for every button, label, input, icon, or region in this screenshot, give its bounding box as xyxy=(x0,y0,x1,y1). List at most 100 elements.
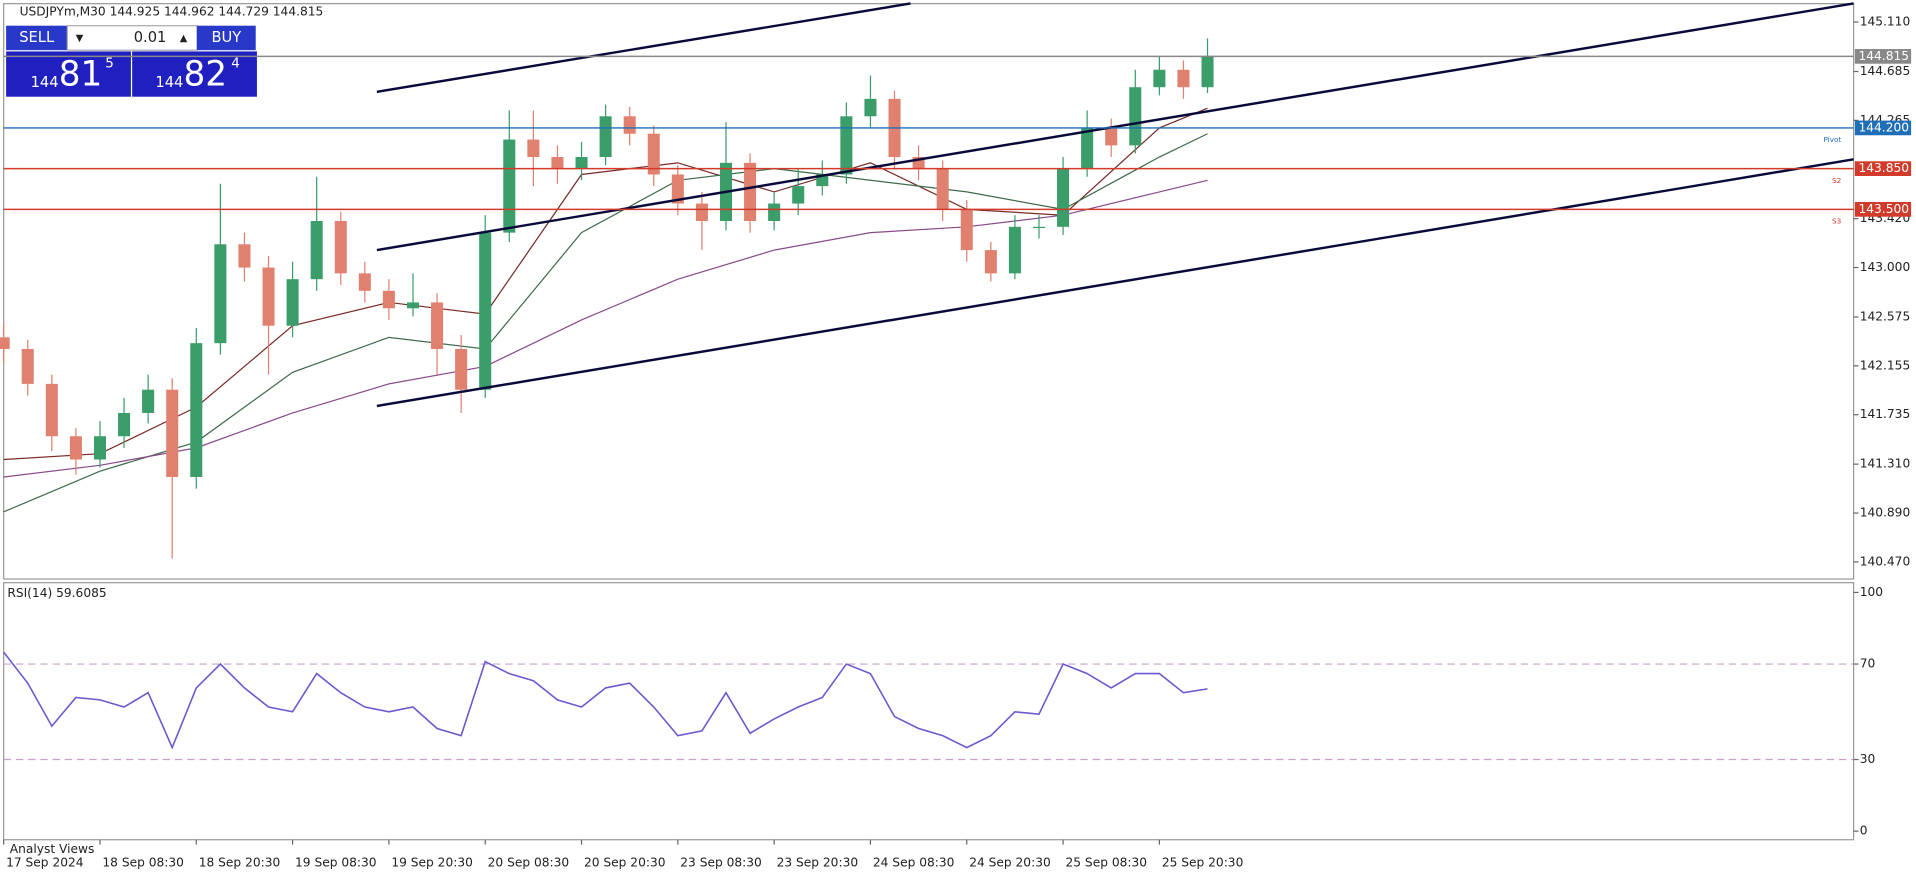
level-label: 144.815 xyxy=(1858,49,1909,63)
trend-line xyxy=(376,158,1854,408)
bid-big: 144 xyxy=(31,74,59,91)
candle-body xyxy=(238,244,251,268)
level-tag xyxy=(1854,161,1912,176)
candle-body xyxy=(142,389,155,413)
candle-body xyxy=(45,383,58,437)
sell-button[interactable] xyxy=(6,25,68,51)
candle-body xyxy=(190,343,203,477)
candle-body xyxy=(840,116,853,175)
x-tick-label: 20 Sep 08:30 xyxy=(488,855,570,869)
rsi-frame xyxy=(3,582,1855,841)
x-tick-label: 24 Sep 20:30 xyxy=(969,855,1051,869)
candle-body xyxy=(695,203,708,222)
candle-body xyxy=(984,250,997,274)
candle-body xyxy=(382,290,395,309)
y-tick-label: 141.735 xyxy=(1860,407,1911,421)
candle-body xyxy=(286,279,299,326)
ask-big: 144 xyxy=(155,74,183,91)
candle-body xyxy=(1177,69,1190,88)
candle-body xyxy=(406,302,420,309)
y-tick-label: 144.685 xyxy=(1860,64,1911,78)
x-tick-label: 24 Sep 08:30 xyxy=(873,855,955,869)
y-tick-label: 142.155 xyxy=(1860,358,1911,372)
y-tick-label: 140.890 xyxy=(1860,506,1911,520)
ask-small: 4 xyxy=(231,57,240,72)
candle-body xyxy=(792,186,805,204)
x-tick-label: 19 Sep 08:30 xyxy=(295,855,377,869)
ask-box[interactable] xyxy=(132,51,257,97)
symbol-info: USDJPYm,M30 144.925 144.962 144.729 144.… xyxy=(20,5,324,19)
candle-body xyxy=(575,157,588,169)
rsi-tick-label: 100 xyxy=(1860,585,1883,599)
bid-main: 81 xyxy=(59,54,103,94)
x-tick-label: 17 Sep 2024 xyxy=(6,855,84,869)
x-tick-label: 18 Sep 20:30 xyxy=(199,855,281,869)
y-tick-label: 141.310 xyxy=(1860,457,1911,471)
trade-panel: SELL 0.01 ▼ ▲ BUY 144 81 5 144 82 4 xyxy=(6,25,257,97)
candle-body xyxy=(69,436,82,460)
candle-body xyxy=(671,174,684,204)
candle-body xyxy=(623,116,636,134)
level-name: S3 xyxy=(1832,217,1842,226)
lot-input[interactable] xyxy=(66,25,198,51)
candle-body xyxy=(599,116,612,158)
x-tick-label: 25 Sep 08:30 xyxy=(1066,855,1148,869)
candle-body xyxy=(334,221,347,274)
rsi-tick-label: 30 xyxy=(1860,752,1876,766)
candle-body xyxy=(1201,55,1214,88)
y-tick-label: 142.575 xyxy=(1860,309,1911,323)
candle-body xyxy=(310,221,323,280)
y-tick-label: 140.470 xyxy=(1860,554,1911,568)
candle-body xyxy=(479,232,492,390)
candle-body xyxy=(1129,87,1142,146)
candle-body xyxy=(1105,127,1118,146)
candle-body xyxy=(551,157,564,169)
bid-small: 5 xyxy=(105,57,114,72)
level-label: 143.500 xyxy=(1858,202,1909,216)
lot-up[interactable]: ▲ xyxy=(180,33,188,44)
level-tag xyxy=(1854,49,1912,64)
level-name: S2 xyxy=(1832,176,1841,185)
candle-body xyxy=(214,244,227,344)
buy-label: BUY xyxy=(211,29,241,46)
level-label: 143.850 xyxy=(1858,161,1909,175)
x-tick-label: 23 Sep 08:30 xyxy=(680,855,762,869)
bid-box[interactable] xyxy=(6,51,131,97)
footer-label: Analyst Views xyxy=(10,842,95,856)
x-tick-label: 25 Sep 20:30 xyxy=(1162,855,1244,869)
candle-body xyxy=(1153,69,1166,88)
y-tick-label: 143.000 xyxy=(1860,260,1911,274)
candle-body xyxy=(358,273,371,291)
candle-body xyxy=(1081,127,1094,169)
candle-body xyxy=(527,139,540,158)
candle-body xyxy=(936,168,949,210)
candle-body xyxy=(1032,226,1046,229)
candle-body xyxy=(744,162,757,222)
candle-body xyxy=(912,157,925,169)
candle-body xyxy=(647,133,660,175)
trend-line xyxy=(376,2,1854,252)
candle-body xyxy=(93,436,106,460)
rsi-tick-label: 0 xyxy=(1860,824,1868,838)
level-tag xyxy=(1854,202,1912,217)
candle-body xyxy=(118,412,131,437)
moving-average xyxy=(3,179,1208,478)
buy-button[interactable] xyxy=(196,25,256,51)
ask-main: 82 xyxy=(184,54,228,94)
lot-down[interactable]: ▼ xyxy=(76,33,84,44)
candle-body xyxy=(768,203,781,222)
candle-body xyxy=(960,209,973,251)
moving-average xyxy=(3,133,1208,513)
candle-body xyxy=(21,348,34,384)
candle-body xyxy=(431,302,444,349)
candle-body xyxy=(455,348,468,390)
candle-body xyxy=(1008,226,1021,274)
x-tick-label: 20 Sep 20:30 xyxy=(584,855,666,869)
rsi-label: RSI(14) 59.6085 xyxy=(7,586,106,600)
level-name: Pivot xyxy=(1823,135,1841,144)
candle-body xyxy=(503,139,516,233)
candle-body xyxy=(864,98,877,117)
sell-label: SELL xyxy=(19,29,55,46)
y-tick-label: 145.110 xyxy=(1860,15,1911,29)
